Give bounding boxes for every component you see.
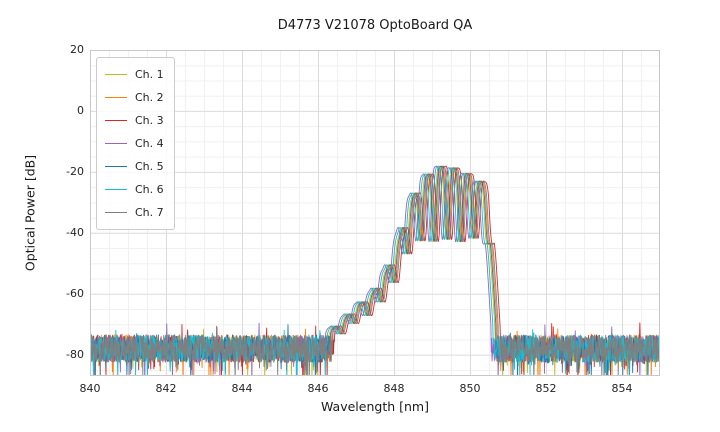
legend-line-swatch bbox=[105, 143, 127, 144]
legend-item: Ch. 2 bbox=[105, 86, 164, 109]
legend-item: Ch. 5 bbox=[105, 155, 164, 178]
legend-label: Ch. 7 bbox=[135, 206, 164, 219]
y-tick-label: 20 bbox=[70, 43, 84, 56]
y-axis-label: Optical Power [dB] bbox=[22, 154, 38, 272]
x-tick-label: 846 bbox=[307, 382, 329, 395]
legend-item: Ch. 7 bbox=[105, 201, 164, 224]
legend-line-swatch bbox=[105, 97, 127, 98]
legend-item: Ch. 6 bbox=[105, 178, 164, 201]
legend-label: Ch. 1 bbox=[135, 68, 164, 81]
legend-label: Ch. 6 bbox=[135, 183, 164, 196]
plot-canvas bbox=[90, 50, 660, 376]
x-tick-label: 842 bbox=[155, 382, 177, 395]
legend-line-swatch bbox=[105, 212, 127, 213]
legend-label: Ch. 2 bbox=[135, 91, 164, 104]
legend-label: Ch. 3 bbox=[135, 114, 164, 127]
chart-title: D4773 V21078 OptoBoard QA bbox=[277, 18, 473, 33]
y-tick-label: 0 bbox=[77, 103, 84, 117]
legend-item: Ch. 1 bbox=[105, 63, 164, 86]
x-tick-label: 850 bbox=[459, 382, 481, 395]
legend-label: Ch. 5 bbox=[135, 160, 164, 173]
y-tick-label: -40 bbox=[66, 225, 84, 239]
x-tick-label: 844 bbox=[231, 382, 253, 395]
legend: Ch. 1 Ch. 2 Ch. 3 Ch. 4 Ch. 5 Ch. 6 Ch. 7 bbox=[96, 57, 175, 230]
legend-line-swatch bbox=[105, 189, 127, 190]
y-tick-label: -20 bbox=[66, 164, 84, 178]
legend-line-swatch bbox=[105, 166, 127, 167]
legend-label: Ch. 4 bbox=[135, 137, 164, 150]
y-tick-label: -80 bbox=[66, 347, 84, 361]
legend-item: Ch. 3 bbox=[105, 109, 164, 132]
legend-line-swatch bbox=[105, 74, 127, 75]
x-tick-label: 840 bbox=[79, 382, 101, 395]
x-axis-label: Wavelength [nm] bbox=[321, 399, 429, 414]
y-tick-label: -60 bbox=[66, 286, 84, 300]
legend-line-swatch bbox=[105, 120, 127, 121]
legend-item: Ch. 4 bbox=[105, 132, 164, 155]
x-tick-label: 854 bbox=[611, 382, 633, 395]
x-tick-label: 852 bbox=[535, 382, 557, 395]
x-tick-label: 848 bbox=[383, 382, 405, 395]
